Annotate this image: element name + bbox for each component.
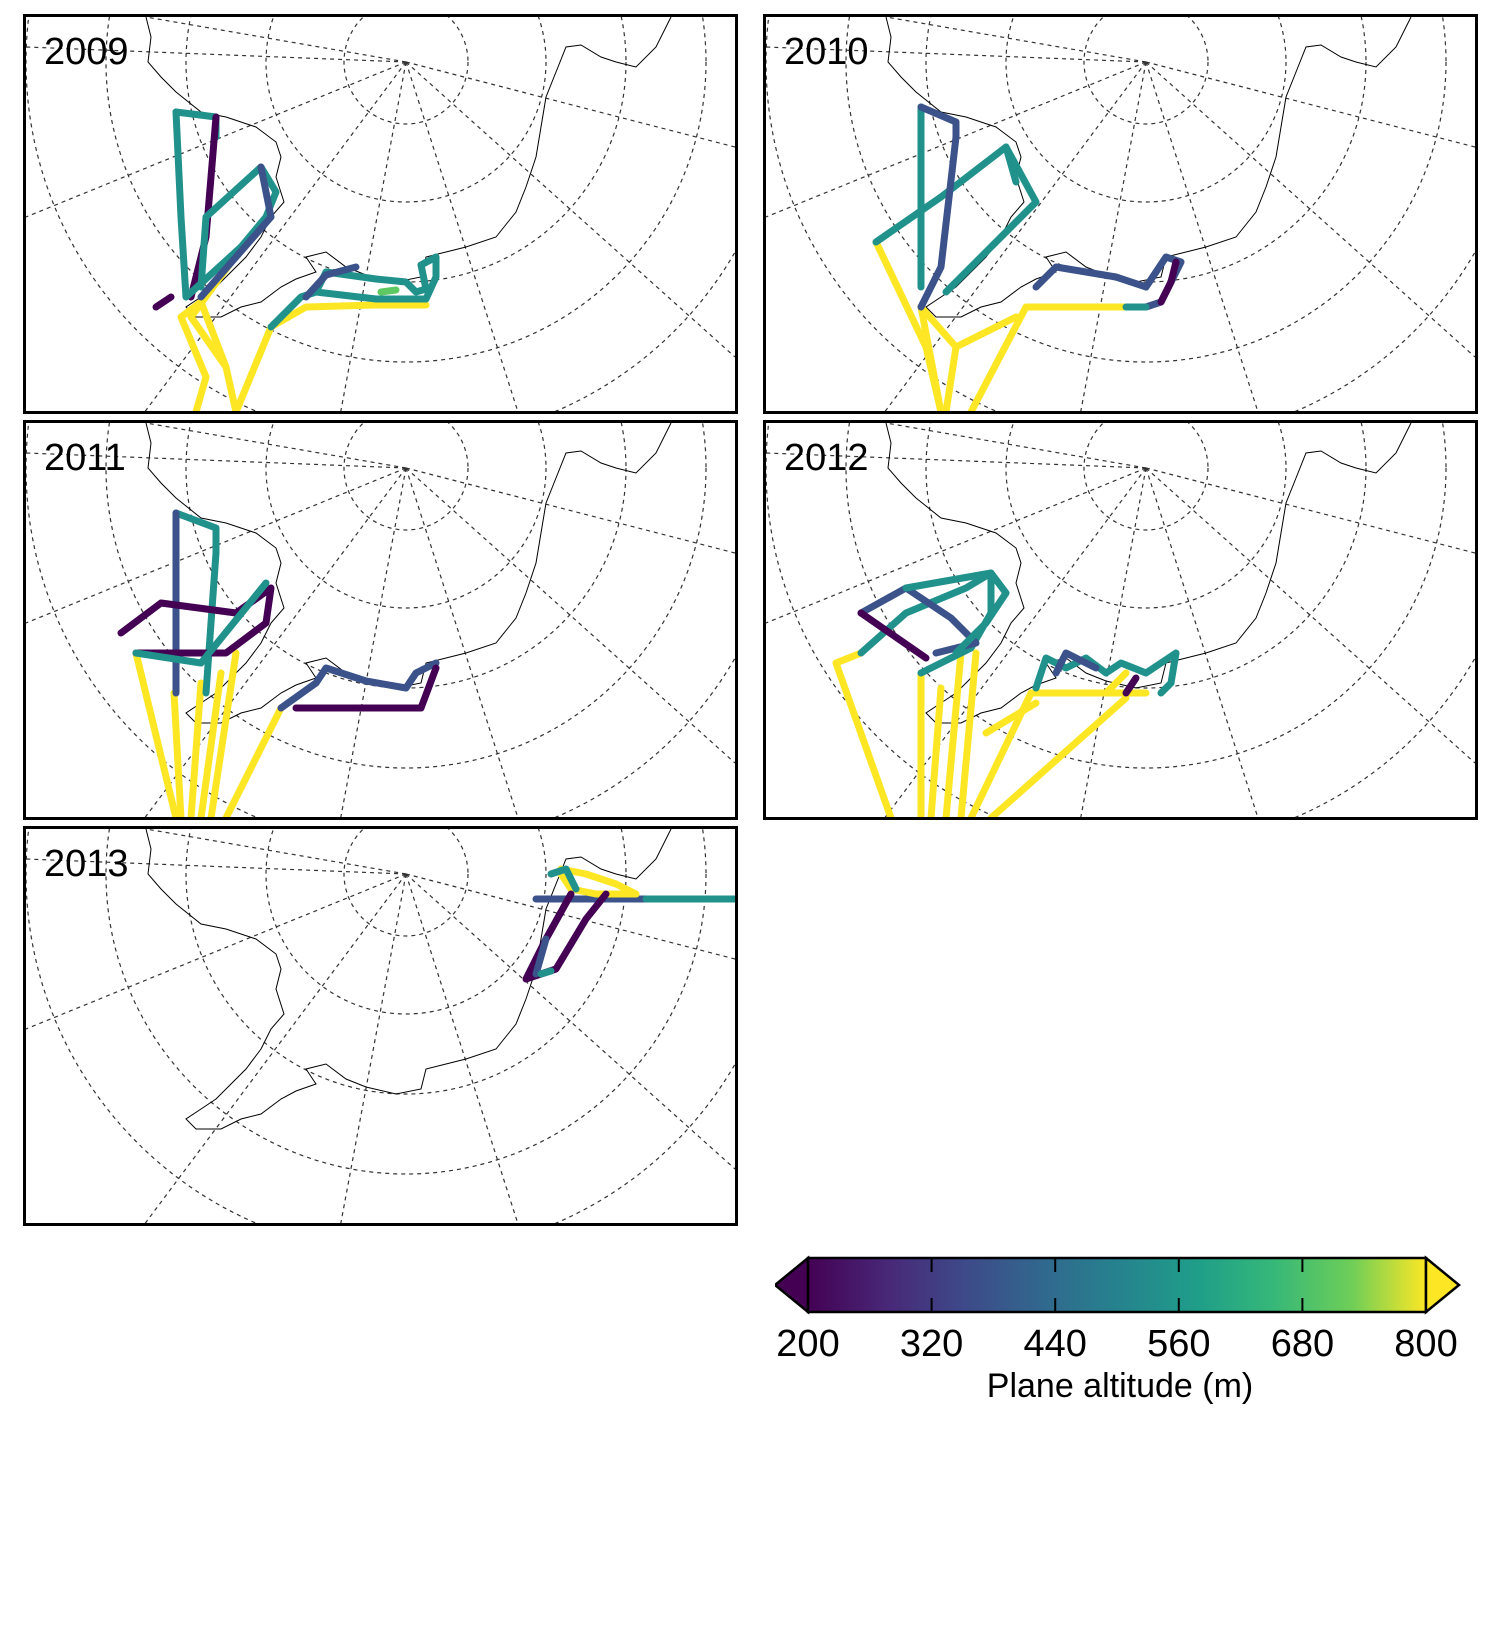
coastline — [145, 17, 672, 318]
colorbar-tick-label: 200 — [776, 1323, 840, 1365]
panel-year-label: 2013 — [44, 843, 129, 885]
map-canvas-2012 — [766, 423, 1475, 817]
graticule — [26, 17, 735, 411]
colorbar-tick-label: 320 — [899, 1323, 964, 1365]
panel-year-label: 2009 — [44, 31, 129, 73]
colorbar-title: Plane altitude (m) — [986, 1367, 1254, 1405]
graticule — [766, 17, 1475, 411]
map-panel-2013: 2013 — [23, 826, 738, 1226]
flight-track — [117, 509, 440, 817]
colorbar-tick-label: 680 — [1270, 1323, 1335, 1365]
map-canvas-2013 — [26, 829, 735, 1223]
flight-track — [872, 103, 1185, 411]
flight-track — [522, 865, 735, 983]
graticule — [26, 423, 735, 817]
colorbar-extend-max — [1424, 1255, 1461, 1315]
colorbar-gradient — [773, 1255, 1461, 1315]
panel-year-label: 2011 — [44, 437, 126, 479]
coastline — [145, 423, 672, 724]
colorbar-extend-min — [773, 1255, 810, 1315]
flight-track — [152, 108, 440, 411]
coastline — [145, 829, 672, 1130]
map-panel-2009: 2009 — [23, 14, 738, 414]
graticule — [766, 423, 1475, 817]
colorbar-tick-label: 560 — [1147, 1323, 1211, 1365]
panel-year-label: 2010 — [784, 31, 869, 73]
map-canvas-2011 — [26, 423, 735, 817]
colorbar-tick-label: 800 — [1394, 1323, 1458, 1365]
colorbar: 200 320 440 560 680 800 Plane altitude (… — [773, 1255, 1465, 1415]
colorbar-tick-label: 440 — [1023, 1323, 1087, 1365]
panel-year-label: 2012 — [784, 437, 869, 479]
map-canvas-2009 — [26, 17, 735, 411]
graticule — [26, 829, 735, 1223]
flight-track — [832, 569, 1180, 817]
map-panel-2012: 2012 — [763, 420, 1478, 820]
colorbar-bar — [806, 1256, 1428, 1314]
colorbar-ticks — [807, 1258, 1427, 1312]
map-canvas-2010 — [766, 17, 1475, 411]
map-panel-2010: 2010 — [763, 14, 1478, 414]
coastline — [885, 423, 1412, 724]
map-panel-2011: 2011 — [23, 420, 738, 820]
